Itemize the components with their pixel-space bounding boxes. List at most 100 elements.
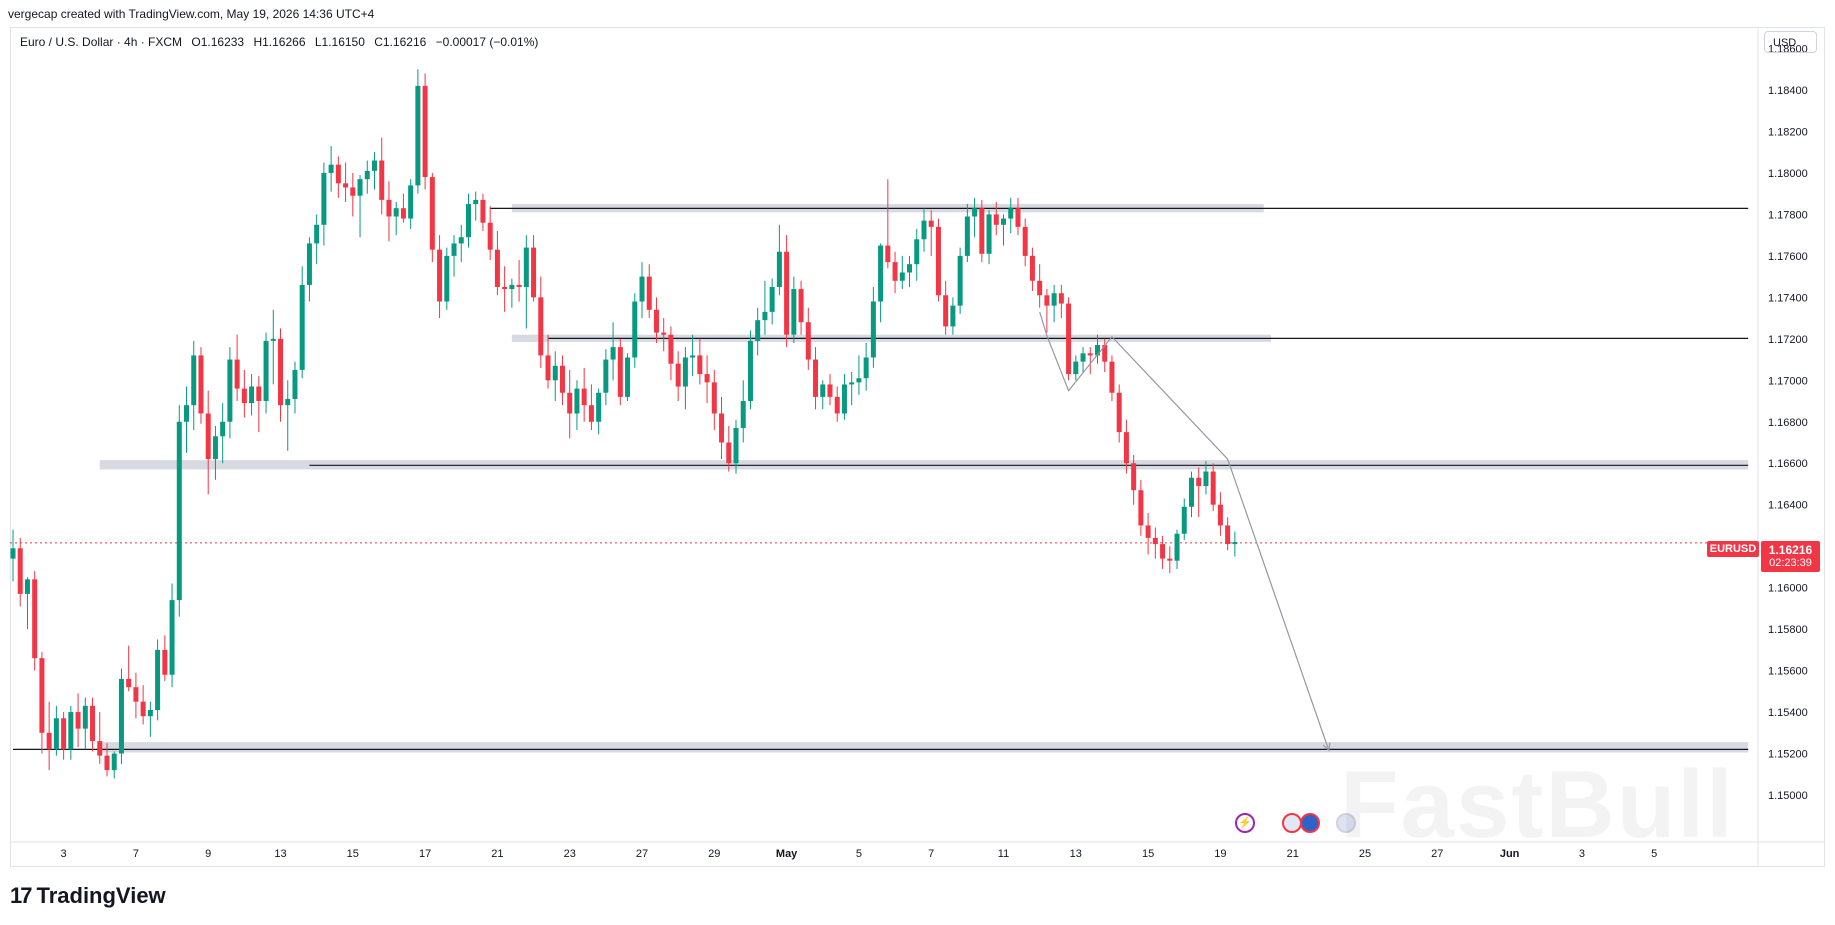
candle-body: [473, 199, 479, 205]
candle-body: [993, 214, 999, 225]
candle-body: [726, 442, 732, 464]
projection-arrowhead: [1322, 742, 1331, 752]
candle-body: [364, 170, 370, 180]
candle-body: [776, 251, 782, 287]
candle-body: [335, 164, 341, 184]
candle-body: [184, 405, 190, 422]
low-value: L1.16150: [314, 35, 365, 49]
candle-body: [292, 369, 298, 399]
x-tick-label: May: [776, 848, 798, 860]
candle-body: [1167, 558, 1173, 561]
candle-body: [711, 382, 717, 414]
candle-body: [53, 718, 59, 750]
candle-body: [212, 436, 218, 460]
x-tick-label: 5: [856, 848, 862, 860]
candle-body: [249, 386, 255, 404]
candle-body: [393, 208, 399, 217]
candle-body: [133, 687, 139, 702]
candle-body: [191, 355, 197, 406]
candle-body: [791, 289, 797, 335]
candle-body: [1138, 490, 1144, 526]
candle-body: [1022, 226, 1028, 256]
us-flag-icon[interactable]: [1282, 813, 1302, 833]
candle-body: [625, 357, 631, 397]
candle-body: [502, 286, 508, 290]
y-tick-label: 1.17400: [1768, 292, 1808, 304]
candle-body: [1073, 361, 1079, 375]
candle-body: [437, 249, 443, 302]
candle-body: [870, 301, 876, 358]
y-tick-label: 1.15000: [1768, 790, 1808, 802]
candle-body: [306, 243, 312, 285]
candle-body: [1145, 525, 1151, 538]
candle-body: [68, 712, 74, 750]
candle-body: [444, 255, 450, 302]
lightning-icon[interactable]: ⚡: [1235, 813, 1255, 833]
candle-body: [646, 276, 652, 310]
candle-body: [559, 365, 565, 393]
candle-body: [899, 272, 905, 281]
eu-flag-icon[interactable]: [1300, 813, 1320, 833]
tradingview-logo[interactable]: 17 TradingView: [10, 883, 166, 909]
candle-body: [90, 705, 96, 742]
candle-body: [1102, 345, 1108, 362]
y-tick-label: 1.15200: [1768, 749, 1808, 761]
candle-body: [234, 359, 240, 389]
candle-body: [256, 386, 262, 402]
x-tick-label: Jun: [1500, 848, 1520, 860]
y-tick-label: 1.15600: [1768, 666, 1808, 678]
currency-selector[interactable]: USD: [1764, 31, 1817, 53]
candle-body: [104, 755, 110, 771]
candle-body: [118, 678, 124, 754]
x-tick-label: 27: [636, 848, 648, 860]
candle-body: [747, 340, 753, 402]
candle-body: [1029, 255, 1035, 281]
candle-body: [538, 297, 544, 356]
created-with-line: vergecap created with TradingView.com, M…: [8, 7, 375, 21]
candle-body: [943, 295, 949, 327]
y-tick-label: 1.17600: [1768, 251, 1808, 263]
x-tick-label: 27: [1431, 848, 1443, 860]
candle-body: [147, 709, 153, 717]
candle-body: [878, 245, 884, 302]
candle-body: [588, 405, 594, 422]
candle-body: [567, 392, 573, 414]
y-tick-label: 1.16400: [1768, 500, 1808, 512]
candle-body: [653, 309, 659, 333]
y-tick-label: 1.17200: [1768, 334, 1808, 346]
candle-body: [1044, 295, 1050, 306]
x-tick-label: 21: [1287, 848, 1299, 860]
x-tick-label: 7: [133, 848, 139, 860]
candle-body: [979, 208, 985, 254]
current-price-label: 1.16216 02:23:39: [1761, 541, 1820, 572]
candle-body: [97, 741, 103, 756]
candle-body: [697, 355, 703, 375]
candle-body: [531, 247, 537, 298]
symbol-description[interactable]: Euro / U.S. Dollar · 4h · FXCM: [20, 35, 183, 49]
candle-body: [82, 705, 88, 729]
candle-body: [762, 311, 768, 321]
candle-body: [227, 359, 233, 422]
candle-body: [1008, 208, 1014, 219]
candle-body: [263, 340, 269, 402]
x-tick-label: 15: [1142, 848, 1154, 860]
candle-body: [75, 712, 81, 729]
x-tick-label: 17: [419, 848, 431, 860]
candle-body: [827, 384, 833, 397]
candle-body: [1080, 353, 1086, 362]
candle-body: [820, 384, 826, 397]
eu-flag-icon[interactable]: [1336, 813, 1356, 833]
candle-body: [986, 214, 992, 254]
candle-body: [285, 398, 291, 406]
candle-body: [24, 579, 30, 594]
candle-body: [241, 388, 247, 404]
candle-body: [1066, 303, 1072, 375]
candle-body: [10, 548, 16, 559]
candle-body: [111, 753, 117, 771]
x-tick-label: 13: [274, 848, 286, 860]
candle-body: [834, 396, 840, 414]
bar-countdown: 02:23:39: [1769, 557, 1812, 569]
candle-body: [61, 718, 67, 750]
candle-body: [270, 338, 276, 341]
